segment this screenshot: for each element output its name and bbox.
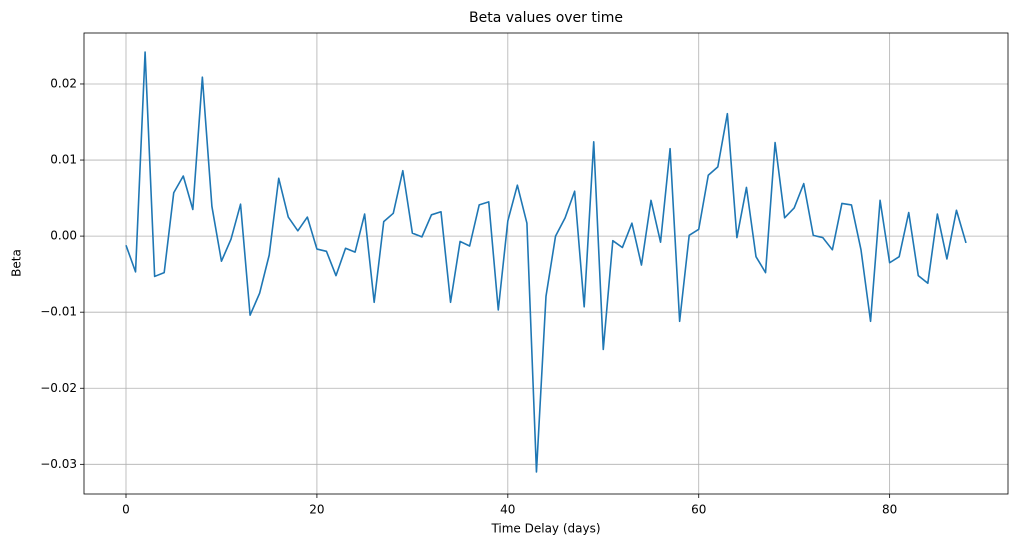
data-line xyxy=(125,51,967,473)
y-tick-label: 0.00 xyxy=(50,229,77,243)
chart-title: Beta values over time xyxy=(469,10,623,26)
plot-frame xyxy=(83,32,1009,495)
x-axis-label: Time Delay (days) xyxy=(490,522,600,536)
y-tick-label: 0.02 xyxy=(50,76,77,90)
x-tick-label: 0 xyxy=(122,503,130,517)
x-tick-label: 80 xyxy=(882,503,897,517)
y-tick-label: 0.01 xyxy=(50,153,77,167)
x-tick-label: 20 xyxy=(309,503,324,517)
y-axis-label: Beta xyxy=(10,249,24,277)
x-tick-label: 60 xyxy=(691,503,706,517)
y-tick-label: −0.02 xyxy=(40,381,77,395)
x-tick-label: 40 xyxy=(500,503,515,517)
y-tick-label: −0.03 xyxy=(40,457,77,471)
y-tick-label: −0.01 xyxy=(40,305,77,319)
